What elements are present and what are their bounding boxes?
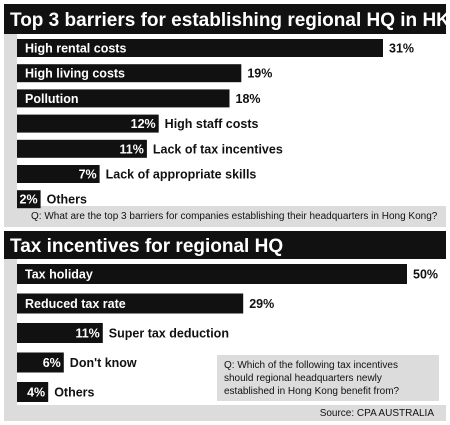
bar-reduced-tax-rate	[17, 293, 244, 314]
value-label-don-t-know: 6%	[43, 356, 61, 370]
panel-2-bars: Tax holiday 50% Reduced tax rate 29% 11% Supe…	[17, 264, 438, 402]
panel-2-header	[4, 231, 446, 259]
panel-1-title: Top 3 barriers for establishing regional…	[10, 10, 450, 31]
value-label-high-living-costs: 19%	[247, 67, 272, 81]
category-label-high-living-costs: High living costs	[25, 67, 125, 81]
bar-high-rental-costs	[17, 39, 383, 57]
panel-1-bars: High rental costs 31% High living costs 19%…	[17, 39, 414, 209]
panel-2-question-line-2: should regional headquarters newly	[224, 373, 382, 384]
category-label-super-tax-deduction: Super tax deduction	[109, 327, 229, 341]
category-label-reduced-tax-rate: Reduced tax rate	[25, 297, 126, 311]
source-credit: Source: CPA AUSTRALIA	[320, 408, 435, 419]
value-label-lack-of-tax-incentives: 11%	[120, 142, 144, 156]
value-label-pollution: 18%	[236, 92, 261, 106]
value-label-tax-holiday: 50%	[413, 268, 438, 282]
value-label-super-tax-deduction: 11%	[75, 327, 99, 341]
panel-2-question-line-3: established in Hong Kong benefit from?	[224, 386, 400, 397]
bar-lack-of-tax-incentives	[17, 139, 147, 158]
bar-others	[17, 190, 41, 209]
category-label-others: Others	[47, 193, 87, 207]
value-label-lack-of-appropriate-skills: 7%	[79, 168, 97, 182]
category-label-high-rental-costs: High rental costs	[25, 42, 126, 56]
bar-pollution	[17, 89, 230, 108]
category-label-lack-of-tax-incentives: Lack of tax incentives	[153, 142, 283, 156]
bar-lack-of-appropriate-skills	[17, 165, 100, 183]
bar-tax-holiday	[17, 264, 407, 284]
category-label-lack-of-appropriate-skills: Lack of appropriate skills	[106, 168, 257, 182]
panel-2-question-line-1: Q: Which of the following tax incentives	[224, 360, 398, 371]
bar-others	[17, 382, 49, 402]
panel-2-question-box	[217, 355, 439, 401]
value-label-high-staff-costs: 12%	[131, 117, 156, 131]
value-label-others: 4%	[27, 386, 45, 400]
bar-super-tax-deduction	[17, 323, 103, 343]
category-label-high-staff-costs: High staff costs	[165, 117, 259, 131]
category-label-don-t-know: Don't know	[70, 356, 137, 370]
bar-high-living-costs	[17, 64, 242, 83]
panel-1-question: Q: What are the top 3 barriers for compa…	[31, 211, 438, 222]
category-label-others: Others	[54, 386, 94, 400]
value-label-high-rental-costs: 31%	[389, 42, 414, 56]
panel-2-title: Tax incentives for regional HQ	[10, 236, 283, 257]
value-label-reduced-tax-rate: 29%	[249, 297, 274, 311]
category-label-tax-holiday: Tax holiday	[25, 268, 93, 282]
value-label-others: 2%	[20, 193, 38, 207]
bar-don-t-know	[17, 352, 64, 373]
bar-high-staff-costs	[17, 114, 159, 133]
category-label-pollution: Pollution	[25, 92, 78, 106]
panel-1-header	[4, 4, 446, 34]
